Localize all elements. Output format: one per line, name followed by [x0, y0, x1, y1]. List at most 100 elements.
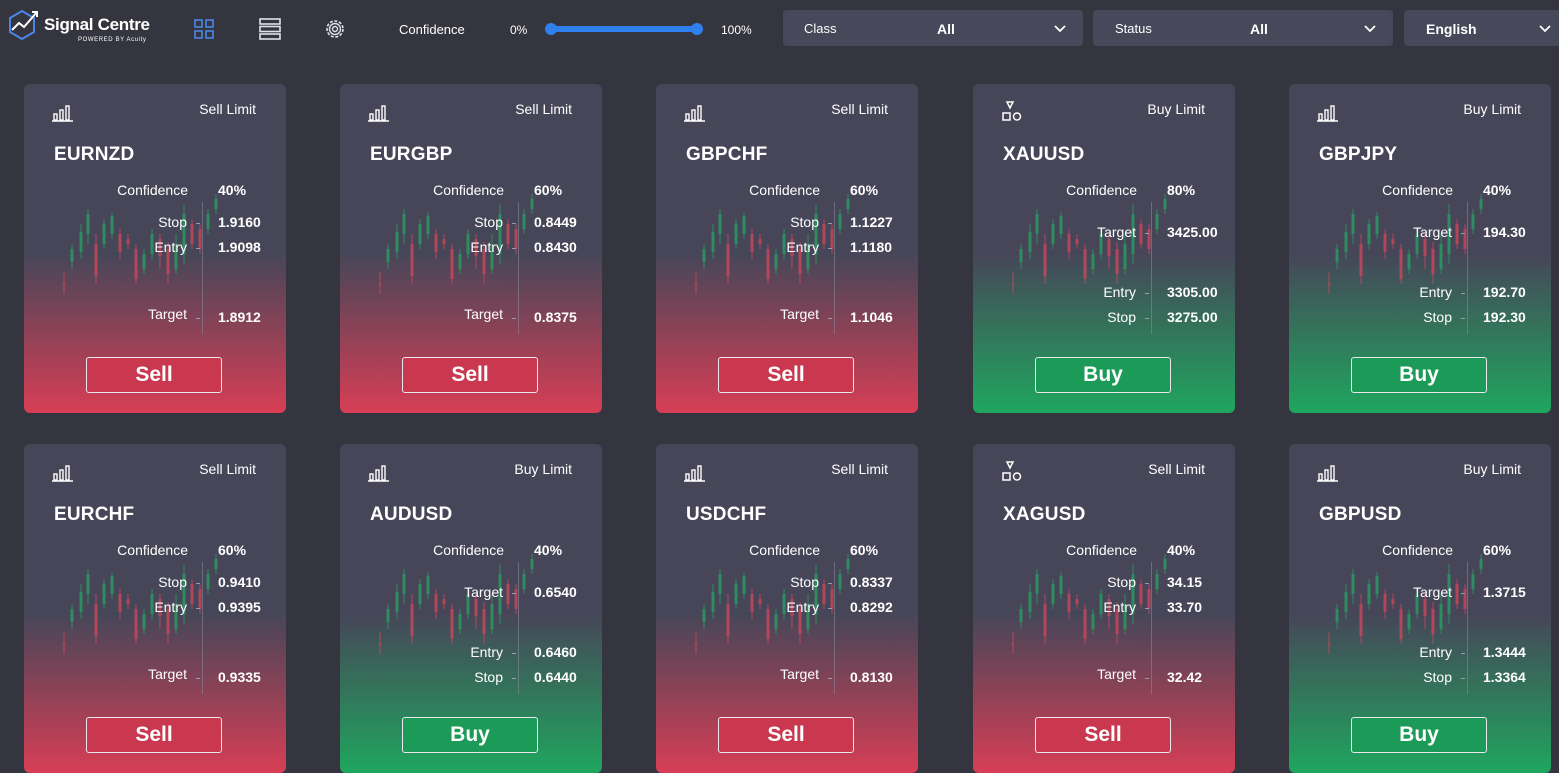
- bar-chart-icon: [368, 465, 389, 482]
- order-type-label: Buy Limit: [1147, 101, 1205, 117]
- candle-body: [482, 609, 486, 634]
- candlestick-chart-graphic: [1327, 554, 1483, 654]
- candle-body: [1083, 609, 1087, 639]
- slider-min-handle[interactable]: [545, 23, 557, 35]
- candle-body: [1431, 609, 1435, 634]
- buy-button[interactable]: Buy: [402, 717, 538, 753]
- sell-button[interactable]: Sell: [86, 357, 222, 393]
- level-label-entry: Entry: [1419, 284, 1452, 300]
- level-tick: [512, 653, 516, 654]
- level-value-stop: 0.8449: [534, 214, 577, 230]
- level-value-target: 1.8912: [218, 309, 261, 325]
- language-value: English: [1426, 21, 1477, 37]
- sell-button[interactable]: Sell: [86, 717, 222, 753]
- signal-card[interactable]: Sell Limit EURCHF Confidence 60% Stop 0.9410 E…: [24, 444, 286, 773]
- candle-body: [110, 576, 114, 594]
- grid-view-icon[interactable]: [192, 17, 216, 41]
- confidence-range-slider[interactable]: [545, 23, 703, 35]
- slider-track[interactable]: [551, 26, 697, 32]
- level-value-target: 194.30: [1483, 224, 1526, 240]
- level-value-entry: 1.3444: [1483, 644, 1526, 660]
- logo-title: Signal Centre: [44, 15, 150, 34]
- candle-body: [782, 234, 786, 254]
- candle-body: [711, 232, 715, 252]
- buy-button[interactable]: Buy: [1351, 717, 1487, 753]
- signal-card[interactable]: Buy Limit AUDUSD Confidence 40% Target 0.6540…: [340, 444, 602, 773]
- level-label-target: Target: [148, 306, 187, 322]
- instrument-symbol: GBPJPY: [1319, 144, 1398, 165]
- candle-body: [410, 604, 414, 636]
- candle-body: [1367, 584, 1371, 604]
- level-label-entry: Entry: [1103, 284, 1136, 300]
- confidence-value: 60%: [534, 182, 563, 198]
- candle-body: [458, 614, 462, 629]
- candle-body: [514, 229, 518, 249]
- buy-button[interactable]: Buy: [1035, 357, 1171, 393]
- price-axis-line: [834, 202, 835, 334]
- price-axis-line: [518, 202, 519, 334]
- candle-body: [1163, 199, 1167, 209]
- candle-body: [742, 216, 746, 234]
- level-value-target: 3425.00: [1167, 224, 1218, 240]
- signal-card[interactable]: Buy Limit GBPJPY Confidence 40% Target 194.30…: [1289, 84, 1551, 413]
- price-axis-line: [834, 562, 835, 694]
- signal-card[interactable]: Sell Limit GBPCHF Confidence 60% Stop 1.1227 E…: [656, 84, 918, 413]
- candle-body: [378, 284, 382, 285]
- candle-body: [766, 249, 770, 279]
- signal-card[interactable]: Buy Limit GBPUSD Confidence 60% Target 1.3715…: [1289, 444, 1551, 773]
- candle-body: [1439, 604, 1443, 629]
- signal-centre-logo[interactable]: Signal Centre POWERED BY Acuity: [6, 6, 166, 46]
- candle-body: [62, 644, 66, 645]
- level-value-stop: 1.3364: [1483, 669, 1526, 685]
- language-dropdown[interactable]: English: [1404, 10, 1559, 46]
- signal-card[interactable]: Sell Limit USDCHF Confidence 60% Stop 0.8337 E…: [656, 444, 918, 773]
- signal-card[interactable]: Sell Limit XAGUSD Confidence 40% Stop 34.15 En…: [973, 444, 1235, 773]
- settings-icon[interactable]: [323, 17, 347, 41]
- candle-body: [1471, 214, 1475, 229]
- candle-body: [1375, 576, 1379, 594]
- status-filter-dropdown[interactable]: Status All: [1093, 10, 1393, 46]
- signal-card[interactable]: Sell Limit EURGBP Confidence 60% Stop 0.8449 E…: [340, 84, 602, 413]
- signal-card[interactable]: Buy Limit XAUUSD Confidence 80% Target 3425.0…: [973, 84, 1235, 413]
- signal-card[interactable]: Sell Limit EURNZD Confidence 40% Stop 1.9160 E…: [24, 84, 286, 413]
- list-view-icon[interactable]: [258, 17, 282, 41]
- candle-body: [474, 239, 478, 256]
- candle-body: [1051, 224, 1055, 244]
- candle-body: [214, 559, 218, 569]
- sell-button[interactable]: Sell: [1035, 717, 1171, 753]
- candle-body: [70, 249, 74, 262]
- candle-body: [506, 224, 510, 244]
- candle-body: [1139, 224, 1143, 244]
- sell-button[interactable]: Sell: [402, 357, 538, 393]
- sell-button[interactable]: Sell: [718, 717, 854, 753]
- candle-body: [1028, 232, 1032, 252]
- candle-body: [1115, 609, 1119, 634]
- level-label-target: Target: [464, 584, 503, 600]
- candle-body: [190, 224, 194, 244]
- candle-body: [1447, 574, 1451, 614]
- candle-body: [1471, 574, 1475, 589]
- candle-body: [806, 244, 810, 269]
- slider-max-handle[interactable]: [691, 23, 703, 35]
- candle-body: [1091, 254, 1095, 269]
- candle-body: [1375, 216, 1379, 234]
- candle-body: [806, 604, 810, 629]
- candle-body: [490, 604, 494, 629]
- candle-body: [450, 609, 454, 639]
- candle-body: [694, 284, 698, 285]
- candle-body: [126, 239, 130, 244]
- class-filter-dropdown[interactable]: Class All: [783, 10, 1083, 46]
- candle-body: [1399, 609, 1403, 639]
- candle-body: [846, 199, 850, 209]
- level-tick: [1461, 653, 1465, 654]
- buy-button[interactable]: Buy: [1351, 357, 1487, 393]
- sell-button[interactable]: Sell: [718, 357, 854, 393]
- level-label-target: Target: [780, 306, 819, 322]
- bar-chart-icon: [368, 105, 389, 122]
- shapes-icon: [1002, 101, 1022, 121]
- candle-body: [142, 614, 146, 629]
- level-tick: [196, 608, 200, 609]
- candlestick-chart-graphic: [1327, 194, 1483, 294]
- candle-body: [1335, 249, 1339, 262]
- candle-body: [466, 234, 470, 254]
